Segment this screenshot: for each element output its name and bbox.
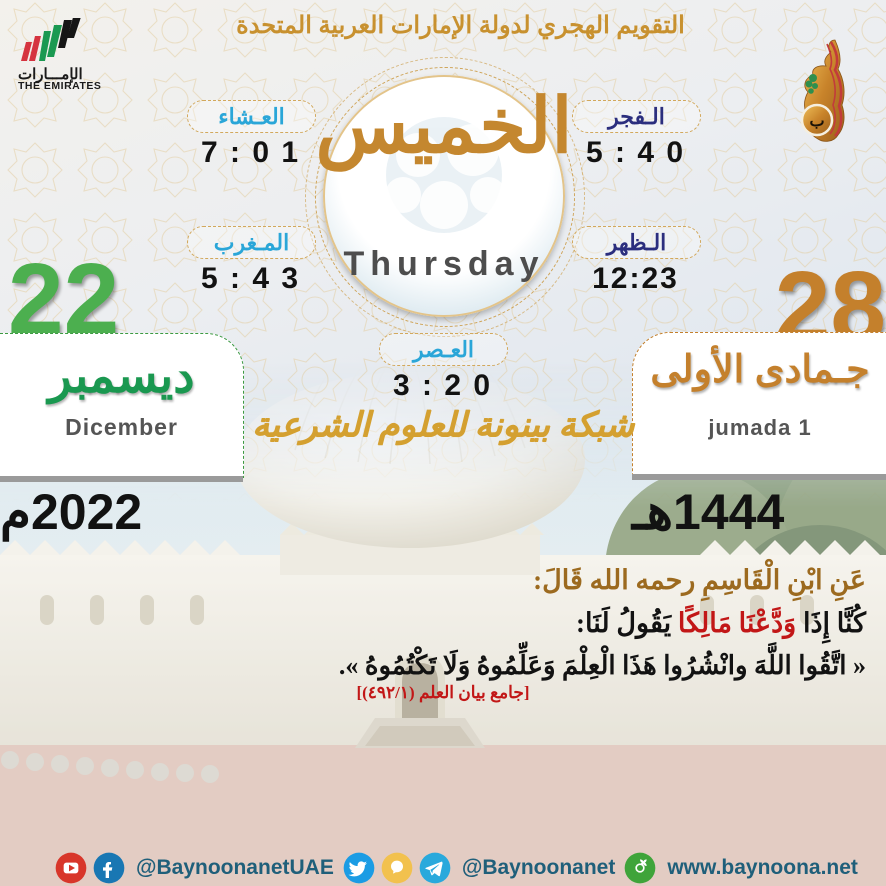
- svg-text:ب: ب: [809, 113, 824, 130]
